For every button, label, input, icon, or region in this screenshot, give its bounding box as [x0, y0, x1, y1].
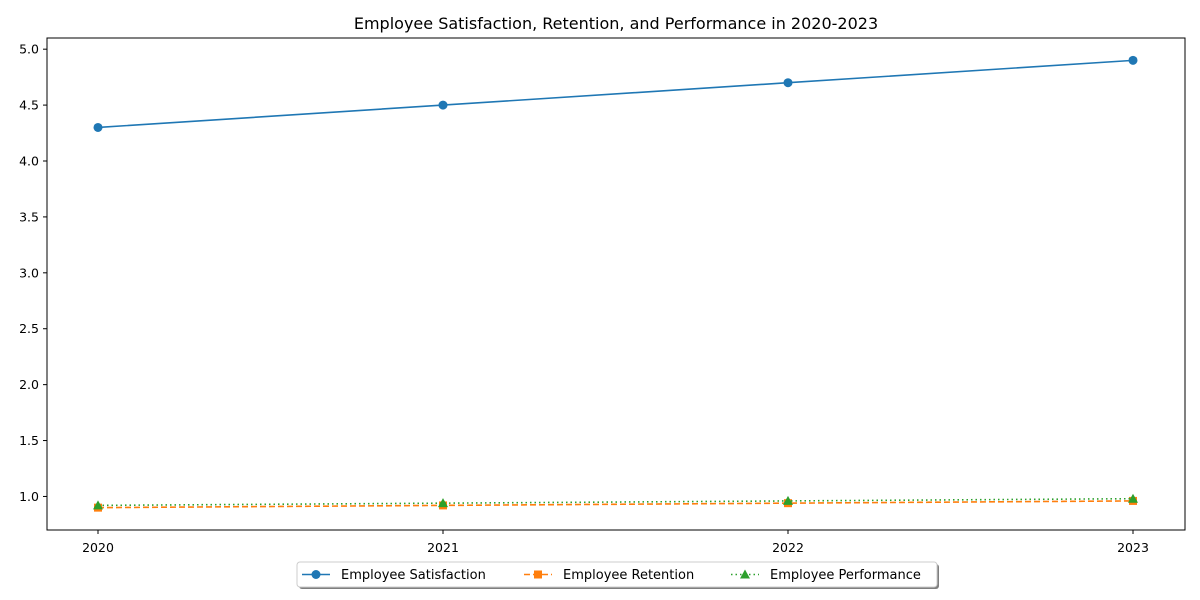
legend: Employee Satisfaction Employee Retention E… [296, 561, 939, 589]
data-point [1128, 55, 1138, 65]
data-point [93, 122, 103, 132]
chart-title: Employee Satisfaction, Retention, and Pe… [354, 14, 878, 33]
legend-label: Employee Satisfaction [341, 568, 486, 583]
series-line [97, 497, 1134, 507]
legend-marker [534, 570, 542, 579]
y-tick-label: 3.0 [19, 265, 39, 280]
series-line [97, 500, 1134, 509]
data-point [438, 498, 448, 508]
legend-box [296, 561, 938, 588]
y-tick-label: 2.5 [19, 321, 39, 336]
y-tick-label: 1.5 [19, 433, 39, 448]
x-tick-label: 2021 [427, 540, 459, 555]
y-tick-label: 3.5 [19, 209, 39, 224]
legend-label: Employee Retention [563, 568, 694, 583]
y-tick-label: 4.5 [19, 98, 39, 113]
legend-entry: Employee Satisfaction [302, 568, 486, 583]
y-tick-label: 2.0 [19, 377, 39, 392]
y-tick-label: 1.0 [19, 489, 39, 504]
data-point [783, 78, 793, 88]
data-point [438, 100, 448, 110]
legend-marker [740, 569, 750, 579]
legend-entry: Employee Retention [524, 568, 694, 583]
legend-marker [311, 570, 321, 579]
legend-entry: Employee Performance [731, 568, 921, 583]
y-tick-label: 5.0 [19, 42, 39, 57]
x-tick-label: 2022 [772, 540, 804, 555]
x-tick-label: 2023 [1117, 540, 1149, 555]
series-2 [93, 493, 1138, 510]
legend-label: Employee Performance [770, 568, 921, 583]
data-point [1128, 493, 1138, 503]
data-point [783, 495, 793, 505]
y-tick-label: 4.0 [19, 154, 39, 169]
plot-area: 1.0 1.5 2.0 2.5 3.0 3.5 4.0 4.5 5.0 2020 2021 2022 2… [19, 42, 1149, 555]
data-point [93, 500, 103, 510]
plot-frame [46, 37, 1186, 531]
series-line [97, 59, 1134, 129]
series-0 [93, 55, 1138, 132]
x-tick-label: 2020 [82, 540, 114, 555]
